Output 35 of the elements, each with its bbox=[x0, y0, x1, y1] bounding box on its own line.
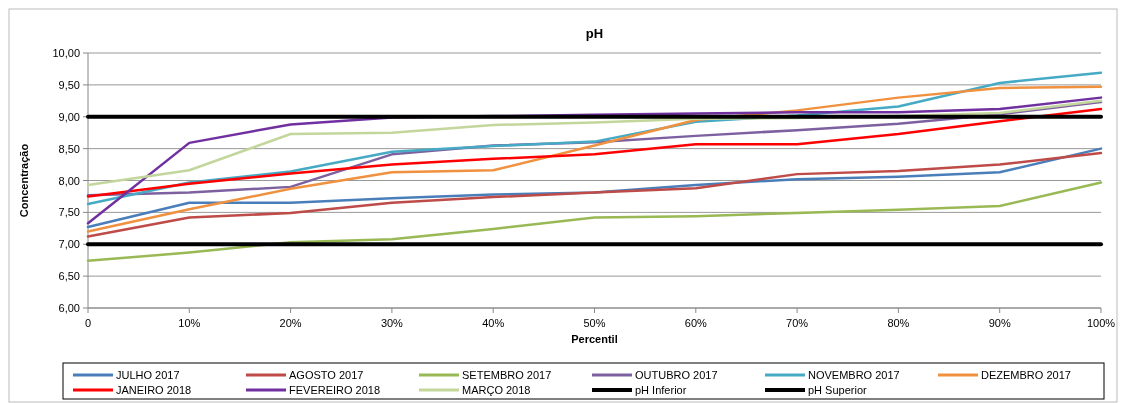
y-tick-label: 9,50 bbox=[58, 78, 80, 91]
y-tick-label: 10,00 bbox=[52, 47, 80, 59]
y-tick-label: 8,50 bbox=[58, 142, 80, 155]
legend-label: OUTUBRO 2017 bbox=[635, 369, 718, 381]
line-series bbox=[86, 181, 1103, 263]
y-tick-label: 9,00 bbox=[58, 110, 80, 123]
legend-label: AGOSTO 2017 bbox=[289, 369, 364, 381]
x-tick-label: 80% bbox=[887, 317, 910, 329]
x-tick-label: 70% bbox=[786, 317, 809, 329]
legend-label: pH Inferior bbox=[635, 384, 687, 396]
y-tick-label: 6,00 bbox=[58, 302, 80, 314]
y-tick-label: 7,00 bbox=[58, 238, 80, 251]
x-tick-label: 50% bbox=[583, 317, 606, 329]
legend-label: FEVEREIRO 2018 bbox=[289, 384, 381, 396]
y-axis-title: Concentração bbox=[18, 143, 30, 218]
legend-label: DEZEMBRO 2017 bbox=[981, 369, 1071, 381]
x-tick-label: 60% bbox=[684, 317, 708, 329]
x-axis-title: Percentil bbox=[571, 333, 618, 345]
legend-label: pH Superior bbox=[808, 384, 868, 396]
legend-label: JANEIRO 2018 bbox=[116, 384, 192, 396]
y-tick-label: 7,50 bbox=[58, 206, 80, 219]
chart-title: pH bbox=[585, 26, 604, 41]
legend-label: JULHO 2017 bbox=[116, 369, 180, 381]
x-tick-label: 0 bbox=[84, 317, 92, 329]
y-tick-label: 8,00 bbox=[58, 174, 80, 187]
x-tick-label: 90% bbox=[988, 317, 1011, 329]
x-tick-label: 40% bbox=[482, 317, 505, 329]
legend-label: SETEMBRO 2017 bbox=[462, 369, 552, 381]
x-tick-label: 30% bbox=[380, 317, 404, 329]
legend-label: MARÇO 2018 bbox=[462, 384, 531, 396]
x-tick-label: 100% bbox=[1086, 317, 1116, 329]
legend-label: NOVEMBRO 2017 bbox=[808, 369, 900, 381]
y-tick-label: 6,50 bbox=[58, 270, 80, 283]
x-tick-label: 20% bbox=[279, 317, 302, 329]
x-tick-label: 10% bbox=[178, 317, 201, 329]
